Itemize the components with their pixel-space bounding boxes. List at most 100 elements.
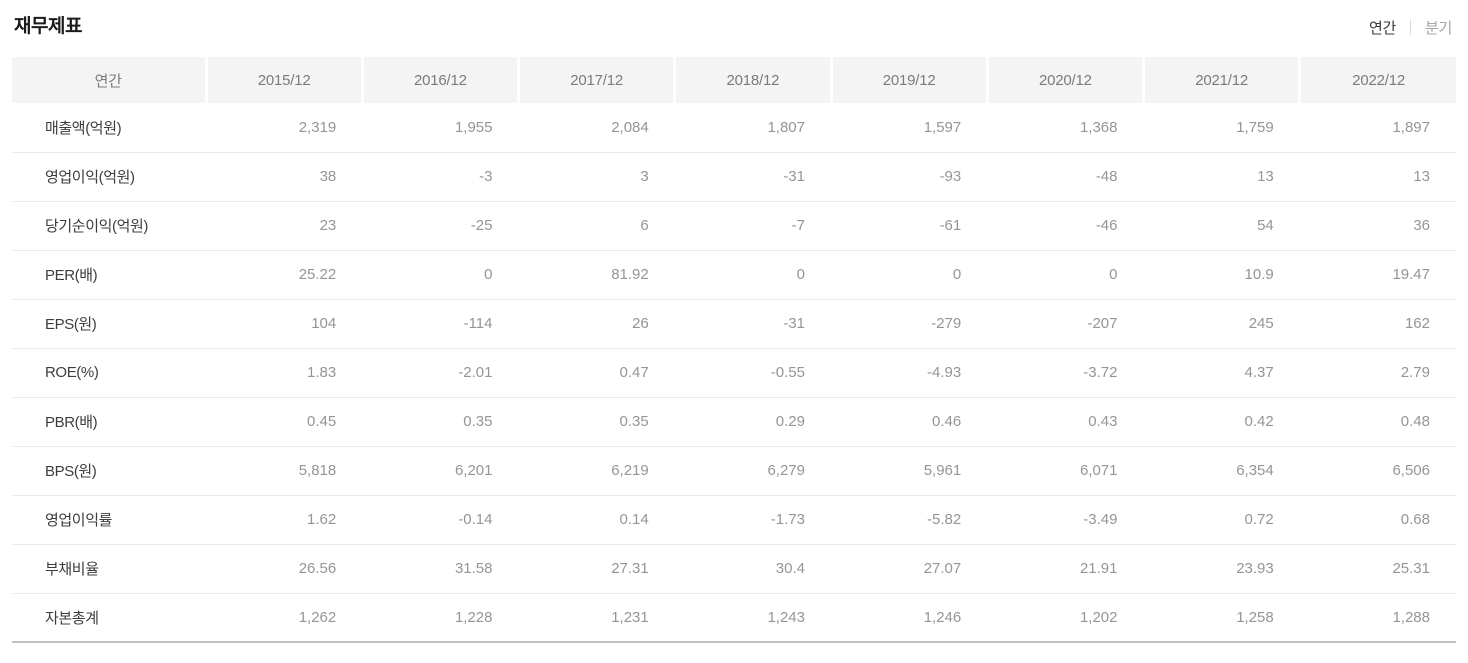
row-label: BPS(원) — [12, 446, 206, 496]
table-cell: 1,246 — [923, 608, 962, 626]
table-cell: 54 — [1143, 201, 1300, 251]
table-cell: 6 — [518, 201, 675, 251]
table-cell: 1,897 — [1299, 103, 1456, 153]
table-cell: 162 — [1299, 299, 1456, 349]
table-cell: 21.91 — [987, 544, 1144, 594]
row-label: ROE(%) — [12, 348, 206, 398]
table-cell: 0.35 — [362, 397, 519, 447]
table-cell: 1,955 — [362, 103, 519, 153]
table-cell: 6,071 — [987, 446, 1144, 496]
row-label: 당기순이익(억원) — [12, 201, 206, 251]
table-cell: 19.47 — [1299, 250, 1456, 300]
table-row: 매출액(억원) 2,319 1,955 2,084 1,807 1,597 1,368 1,7… — [12, 103, 1456, 153]
table-row: 영업이익률 1.62 -0.14 0.14 -1.73 -5.82 -3.49 0.72 0.6… — [12, 495, 1456, 545]
table-cell: 31.58 — [362, 544, 519, 594]
table-cell: -114 — [362, 299, 519, 349]
table-cell: 2.79 — [1299, 348, 1456, 398]
table-cell: 26 — [518, 299, 675, 349]
table-body: 매출액(억원) 2,319 1,955 2,084 1,807 1,597 1,368 1,7… — [12, 103, 1456, 642]
table-row: 당기순이익(억원) 23 -25 6 -7 -61 -46 54 36 — [12, 201, 1456, 251]
table-cell: 3 — [518, 152, 675, 202]
table-cell: 1,262 — [298, 608, 337, 626]
table-row: ROE(%) 1.83 -2.01 0.47 -0.55 -4.93 -3.72 4.37 2.… — [12, 348, 1456, 398]
period-toggle: 연간 분기 — [1369, 17, 1454, 38]
table-cell: -279 — [831, 299, 988, 349]
table-cell: -48 — [987, 152, 1144, 202]
table-row: EPS(원) 104 -114 26 -31 -279 -207 245 162 — [12, 299, 1456, 349]
column-header-2015-12: 2015/12 — [204, 57, 363, 103]
table-cell: 26.56 — [206, 544, 363, 594]
table-cell: -93 — [831, 152, 988, 202]
table-cell: 1,231 — [611, 608, 649, 626]
table-cell: -3.72 — [987, 348, 1144, 398]
table-cell: 0.72 — [1143, 495, 1300, 545]
table-cell: 6,279 — [674, 446, 831, 496]
table-cell: 0.46 — [831, 397, 988, 447]
column-header-2020-12: 2020/12 — [985, 57, 1144, 103]
table-cell: 6,219 — [518, 446, 675, 496]
table-cell: 0.14 — [518, 495, 675, 545]
table-cell: 5,961 — [831, 446, 988, 496]
table-cell: 0 — [987, 250, 1144, 300]
table-cell: 0 — [362, 250, 519, 300]
table-cell: -3 — [362, 152, 519, 202]
table-cell: 6,506 — [1299, 446, 1456, 496]
table-cell: 0.42 — [1143, 397, 1300, 447]
table-cell: 38 — [206, 152, 363, 202]
table-cell: 5,818 — [206, 446, 363, 496]
table-cell: -1.73 — [674, 495, 831, 545]
table-cell: 81.92 — [518, 250, 675, 300]
table-cell: -7 — [674, 201, 831, 251]
column-header-2018-12: 2018/12 — [673, 57, 831, 103]
page-title: 재무제표 — [14, 16, 82, 37]
table-row: 부채비율 26.56 31.58 27.31 30.4 27.07 21.91 23.93 25… — [12, 544, 1456, 594]
table-cell: 1,288 — [1392, 608, 1430, 626]
table-cell: 1,807 — [674, 103, 831, 153]
table-cell: 4.37 — [1143, 348, 1300, 398]
table-cell: -5.82 — [831, 495, 988, 545]
table-cell: 0.29 — [674, 397, 831, 447]
table-cell: 13 — [1143, 152, 1300, 202]
table-cell: 10.9 — [1143, 250, 1300, 300]
row-label: PBR(배) — [12, 397, 206, 447]
table-cell: 0 — [831, 250, 988, 300]
table-cell: -31 — [674, 299, 831, 349]
column-header-2021-12: 2021/12 — [1141, 57, 1300, 103]
table-cell: 23 — [206, 201, 363, 251]
table-cell: 1,597 — [831, 103, 988, 153]
panel-header: 재무제표 연간 분기 — [0, 0, 1468, 38]
tab-quarterly[interactable]: 분기 — [1424, 20, 1452, 37]
table-cell: -25 — [362, 201, 519, 251]
table-cell: -31 — [674, 152, 831, 202]
table-cell: 0.48 — [1299, 397, 1456, 447]
table-cell: 2,319 — [206, 103, 363, 153]
table-cell: -0.14 — [362, 495, 519, 545]
table-cell: 1.83 — [206, 348, 363, 398]
table-row: PER(배) 25.22 0 81.92 0 0 0 10.9 19.47 — [12, 250, 1456, 300]
table-cell: 0.35 — [518, 397, 675, 447]
table-row: 영업이익(억원) 38 -3 3 -31 -93 -48 13 13 — [12, 152, 1456, 202]
table-cell: 27.31 — [518, 544, 675, 594]
row-label: 영업이익률 — [12, 495, 206, 545]
table-cell: -3.49 — [987, 495, 1144, 545]
table-cell: 1,368 — [987, 103, 1144, 153]
row-label: 자본총계 — [45, 609, 99, 627]
table-cell: 104 — [206, 299, 363, 349]
tab-annual[interactable]: 연간 — [1368, 20, 1396, 37]
table-cell: 245 — [1143, 299, 1300, 349]
column-header-2019-12: 2019/12 — [829, 57, 988, 103]
table-cell: 1,759 — [1143, 103, 1300, 153]
table-cell: 25.31 — [1299, 544, 1456, 594]
table-cell: 1,228 — [454, 608, 493, 626]
table-cell: -0.55 — [674, 348, 831, 398]
table-cell: 1,243 — [767, 608, 805, 626]
table-cell: 6,201 — [362, 446, 519, 496]
toggle-divider — [1409, 20, 1411, 35]
table-cell: 27.07 — [831, 544, 988, 594]
table-cell: 0 — [674, 250, 831, 300]
column-header-2016-12: 2016/12 — [360, 57, 519, 103]
table-cell: -4.93 — [831, 348, 988, 398]
column-header-2017-12: 2017/12 — [516, 57, 675, 103]
table-cell: 2,084 — [518, 103, 675, 153]
